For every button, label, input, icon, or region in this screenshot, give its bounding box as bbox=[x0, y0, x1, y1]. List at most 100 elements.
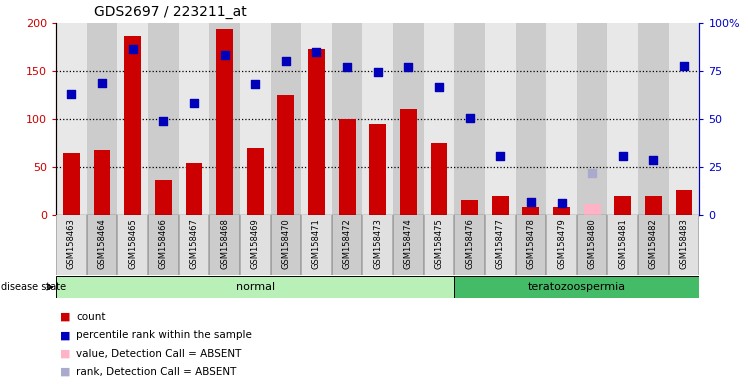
Bar bbox=[363, 23, 393, 215]
Text: GSM158476: GSM158476 bbox=[465, 218, 474, 269]
Bar bbox=[638, 23, 669, 215]
Text: GSM158474: GSM158474 bbox=[404, 218, 413, 269]
Bar bbox=[148, 215, 179, 275]
Point bbox=[648, 157, 660, 164]
Point bbox=[678, 63, 690, 70]
Bar bbox=[332, 215, 363, 275]
Bar bbox=[515, 215, 546, 275]
Text: GSM158475: GSM158475 bbox=[435, 218, 444, 269]
Bar bbox=[462, 200, 478, 215]
Point bbox=[157, 118, 169, 124]
Bar bbox=[607, 215, 638, 275]
Point bbox=[65, 91, 77, 97]
Point bbox=[372, 69, 384, 75]
Bar bbox=[393, 23, 423, 215]
Point bbox=[525, 199, 537, 205]
Text: rank, Detection Call = ABSENT: rank, Detection Call = ABSENT bbox=[76, 367, 236, 377]
Point bbox=[126, 46, 138, 52]
Bar bbox=[423, 215, 454, 275]
Bar bbox=[454, 23, 485, 215]
Text: GSM158463: GSM158463 bbox=[67, 218, 76, 269]
Point bbox=[556, 200, 568, 206]
Text: normal: normal bbox=[236, 282, 275, 292]
Bar bbox=[577, 215, 607, 275]
Text: GSM158471: GSM158471 bbox=[312, 218, 321, 269]
Text: value, Detection Call = ABSENT: value, Detection Call = ABSENT bbox=[76, 349, 242, 359]
Bar bbox=[209, 23, 240, 215]
Text: GDS2697 / 223211_at: GDS2697 / 223211_at bbox=[94, 5, 246, 19]
Bar bbox=[339, 119, 355, 215]
Text: percentile rank within the sample: percentile rank within the sample bbox=[76, 330, 252, 340]
Bar bbox=[186, 163, 203, 215]
Point bbox=[464, 115, 476, 121]
Text: GSM158473: GSM158473 bbox=[373, 218, 382, 269]
Text: ■: ■ bbox=[60, 330, 70, 340]
Text: GSM158468: GSM158468 bbox=[220, 218, 229, 269]
Point bbox=[586, 170, 598, 176]
Bar bbox=[271, 215, 301, 275]
Bar bbox=[179, 215, 209, 275]
Bar bbox=[607, 23, 638, 215]
Bar bbox=[247, 148, 263, 215]
Bar bbox=[179, 23, 209, 215]
Bar bbox=[278, 95, 294, 215]
Bar bbox=[155, 180, 172, 215]
Text: GSM158477: GSM158477 bbox=[496, 218, 505, 269]
Bar bbox=[63, 152, 80, 215]
Bar bbox=[308, 49, 325, 215]
Bar bbox=[522, 207, 539, 215]
Bar bbox=[675, 190, 693, 215]
Bar bbox=[614, 196, 631, 215]
Bar bbox=[56, 215, 87, 275]
Bar bbox=[431, 143, 447, 215]
Bar bbox=[485, 23, 515, 215]
Point bbox=[218, 52, 230, 58]
Point bbox=[310, 49, 322, 55]
Text: GSM158482: GSM158482 bbox=[649, 218, 658, 269]
Point bbox=[341, 64, 353, 70]
Bar bbox=[209, 215, 240, 275]
Bar bbox=[87, 23, 117, 215]
Bar bbox=[669, 215, 699, 275]
Point bbox=[494, 152, 506, 159]
Text: GSM158466: GSM158466 bbox=[159, 218, 168, 269]
Text: GSM158470: GSM158470 bbox=[281, 218, 290, 269]
Text: GSM158481: GSM158481 bbox=[619, 218, 628, 269]
Point bbox=[402, 64, 414, 70]
Text: disease state: disease state bbox=[1, 282, 66, 292]
Text: teratozoospermia: teratozoospermia bbox=[528, 282, 626, 292]
Bar bbox=[117, 215, 148, 275]
Text: ■: ■ bbox=[60, 312, 70, 322]
Bar bbox=[454, 276, 699, 298]
Bar bbox=[583, 204, 601, 215]
Text: count: count bbox=[76, 312, 105, 322]
Bar bbox=[363, 215, 393, 275]
Bar bbox=[56, 276, 454, 298]
Bar bbox=[393, 215, 423, 275]
Bar bbox=[216, 29, 233, 215]
Bar bbox=[546, 23, 577, 215]
Bar bbox=[332, 23, 363, 215]
Bar bbox=[301, 23, 332, 215]
Text: GSM158469: GSM158469 bbox=[251, 218, 260, 269]
Point bbox=[617, 152, 629, 159]
Text: GSM158483: GSM158483 bbox=[680, 218, 689, 269]
Bar bbox=[577, 23, 607, 215]
Text: GSM158479: GSM158479 bbox=[557, 218, 566, 269]
Bar bbox=[546, 215, 577, 275]
Bar bbox=[492, 196, 509, 215]
Text: GSM158467: GSM158467 bbox=[189, 218, 198, 269]
Bar bbox=[240, 215, 271, 275]
Bar bbox=[400, 109, 417, 215]
Bar bbox=[124, 36, 141, 215]
Text: GSM158465: GSM158465 bbox=[128, 218, 137, 269]
Bar bbox=[454, 215, 485, 275]
Bar bbox=[515, 23, 546, 215]
Text: GSM158478: GSM158478 bbox=[527, 218, 536, 269]
Bar bbox=[271, 23, 301, 215]
Bar bbox=[553, 207, 570, 215]
Bar bbox=[669, 23, 699, 215]
Bar bbox=[94, 150, 111, 215]
Bar bbox=[370, 124, 386, 215]
Bar bbox=[56, 23, 87, 215]
